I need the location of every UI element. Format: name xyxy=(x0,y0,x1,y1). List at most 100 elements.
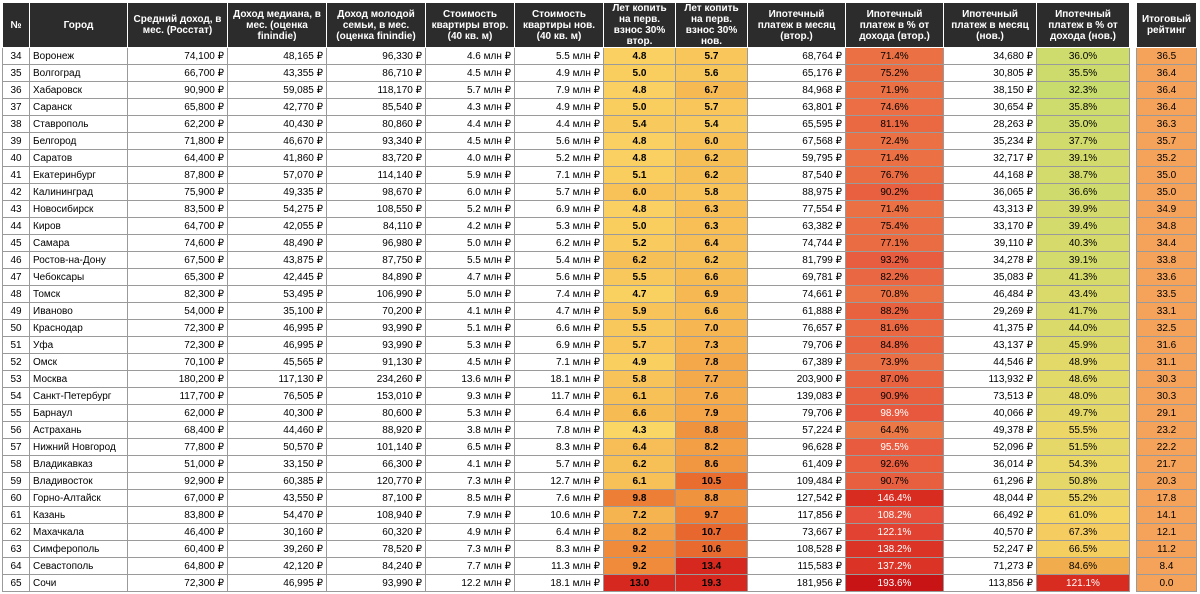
header-city[interactable]: Город xyxy=(29,2,128,48)
secondary-price-value: 4.1 млн ₽ xyxy=(425,302,515,320)
years-new-value: 8.6 xyxy=(675,455,748,473)
years-new-value: 6.3 xyxy=(675,200,748,218)
table-row[interactable]: 57 Нижний Новгород 77,800 ₽50,570 ₽101,140… xyxy=(2,438,1197,456)
table-row[interactable]: 38 Ставрополь 62,200 ₽40,430 ₽80,860 ₽4.4 … xyxy=(2,115,1197,133)
median-value: 49,335 ₽ xyxy=(227,183,327,201)
years-secondary-value: 13.0 xyxy=(603,574,676,592)
table-row[interactable]: 43 Новосибирск 83,500 ₽54,275 ₽108,550 ₽5.… xyxy=(2,200,1197,218)
column-gap xyxy=(1129,421,1137,439)
percent-secondary-value: 122.1% xyxy=(845,523,944,541)
table-row[interactable]: 51 Уфа 72,300 ₽46,995 ₽93,990 ₽5.3 млн ₽6.… xyxy=(2,336,1197,354)
table-row[interactable]: 37 Саранск 65,800 ₽42,770 ₽85,540 ₽4.3 млн… xyxy=(2,98,1197,116)
table-row[interactable]: 35 Волгоград 66,700 ₽43,355 ₽86,710 ₽4.5 м… xyxy=(2,64,1197,82)
percent-secondary-value: 76.7% xyxy=(845,166,944,184)
table-row[interactable]: 63 Симферополь 60,400 ₽39,260 ₽78,520 ₽7.3… xyxy=(2,540,1197,558)
table-row[interactable]: 52 Омск 70,100 ₽45,565 ₽91,130 ₽4.5 млн ₽7… xyxy=(2,353,1197,371)
table-row[interactable]: 39 Белгород 71,800 ₽46,670 ₽93,340 ₽4.5 мл… xyxy=(2,132,1197,150)
family-income-value: 78,520 ₽ xyxy=(326,540,426,558)
table-row[interactable]: 55 Барнаул 62,000 ₽40,300 ₽80,600 ₽5.3 млн… xyxy=(2,404,1197,422)
header-new-price[interactable]: Стоимость квартиры нов. (40 кв. м) xyxy=(514,2,604,48)
header-payment-new[interactable]: Ипотечный платеж в месяц (нов.) xyxy=(943,2,1037,48)
income-value: 46,400 ₽ xyxy=(127,523,228,541)
header-median[interactable]: Доход медиана, в мес. (оценка finindie) xyxy=(227,2,327,48)
percent-new-value: 39.9% xyxy=(1036,200,1130,218)
table-row[interactable]: 62 Махачкала 46,400 ₽30,160 ₽60,320 ₽4.9 м… xyxy=(2,523,1197,541)
header-years-new[interactable]: Лет копить на перв. взнос 30% нов. xyxy=(675,2,748,48)
table-row[interactable]: 49 Иваново 54,000 ₽35,100 ₽70,200 ₽4.1 млн… xyxy=(2,302,1197,320)
percent-new-value: 84.6% xyxy=(1036,557,1130,575)
table-row[interactable]: 64 Севастополь 64,800 ₽42,120 ₽84,240 ₽7.7… xyxy=(2,557,1197,575)
rating-value: 34.8 xyxy=(1136,217,1197,235)
table-row[interactable]: 59 Владивосток 92,900 ₽60,385 ₽120,770 ₽7.… xyxy=(2,472,1197,490)
table-row[interactable]: 34 Воронеж 74,100 ₽48,165 ₽96,330 ₽4.6 млн… xyxy=(2,47,1197,65)
table-row[interactable]: 46 Ростов-на-Дону 67,500 ₽43,875 ₽87,750 ₽… xyxy=(2,251,1197,269)
payment-secondary-value: 65,176 ₽ xyxy=(747,64,846,82)
percent-secondary-value: 70.8% xyxy=(845,285,944,303)
rating-value: 36.3 xyxy=(1136,115,1197,133)
secondary-price-value: 8.5 млн ₽ xyxy=(425,489,515,507)
median-value: 43,875 ₽ xyxy=(227,251,327,269)
table-row[interactable]: 48 Томск 82,300 ₽53,495 ₽106,990 ₽5.0 млн … xyxy=(2,285,1197,303)
table-row[interactable]: 54 Санкт-Петербург 117,700 ₽76,505 ₽153,01… xyxy=(2,387,1197,405)
table-row[interactable]: 56 Астрахань 68,400 ₽44,460 ₽88,920 ₽3.8 м… xyxy=(2,421,1197,439)
header-rating[interactable]: Итоговый рейтинг xyxy=(1136,2,1197,48)
median-value: 42,770 ₽ xyxy=(227,98,327,116)
city-name: Казань xyxy=(29,506,128,524)
header-num[interactable]: № xyxy=(2,2,30,48)
years-secondary-value: 6.0 xyxy=(603,183,676,201)
table-row[interactable]: 45 Самара 74,600 ₽48,490 ₽96,980 ₽5.0 млн … xyxy=(2,234,1197,252)
header-secondary-price[interactable]: Стоимость квартиры втор. (40 кв. м) xyxy=(425,2,515,48)
income-value: 67,500 ₽ xyxy=(127,251,228,269)
city-name: Краснодар xyxy=(29,319,128,337)
percent-secondary-value: 90.2% xyxy=(845,183,944,201)
family-income-value: 96,980 ₽ xyxy=(326,234,426,252)
table-row[interactable]: 36 Хабаровск 90,900 ₽59,085 ₽118,170 ₽5.7 … xyxy=(2,81,1197,99)
table-row[interactable]: 61 Казань 83,800 ₽54,470 ₽108,940 ₽7.9 млн… xyxy=(2,506,1197,524)
row-number: 38 xyxy=(2,115,30,133)
rating-value: 22.2 xyxy=(1136,438,1197,456)
secondary-price-value: 4.5 млн ₽ xyxy=(425,64,515,82)
percent-new-value: 43.4% xyxy=(1036,285,1130,303)
years-secondary-value: 6.1 xyxy=(603,472,676,490)
row-number: 39 xyxy=(2,132,30,150)
table-row[interactable]: 47 Чебоксары 65,300 ₽42,445 ₽84,890 ₽4.7 м… xyxy=(2,268,1197,286)
table-row[interactable]: 44 Киров 64,700 ₽42,055 ₽84,110 ₽4.2 млн ₽… xyxy=(2,217,1197,235)
payment-secondary-value: 61,888 ₽ xyxy=(747,302,846,320)
city-name: Омск xyxy=(29,353,128,371)
row-number: 41 xyxy=(2,166,30,184)
header-payment-secondary[interactable]: Ипотечный платеж в месяц (втор.) xyxy=(747,2,846,48)
years-secondary-value: 5.5 xyxy=(603,319,676,337)
column-gap xyxy=(1129,200,1137,218)
header-family-income[interactable]: Доход молодой семьи, в мес. (оценка fini… xyxy=(326,2,426,48)
table-row[interactable]: 65 Сочи 72,300 ₽46,995 ₽93,990 ₽12.2 млн ₽… xyxy=(2,574,1197,592)
header-percent-new[interactable]: Ипотечный платеж в % от дохода (нов.) xyxy=(1036,2,1130,48)
header-income[interactable]: Средний доход, в мес. (Росстат) xyxy=(127,2,228,48)
years-new-value: 7.7 xyxy=(675,370,748,388)
new-price-value: 7.4 млн ₽ xyxy=(514,285,604,303)
table-row[interactable]: 58 Владикавказ 51,000 ₽33,150 ₽66,300 ₽4.1… xyxy=(2,455,1197,473)
new-price-value: 7.1 млн ₽ xyxy=(514,353,604,371)
header-years-secondary[interactable]: Лет копить на перв. взнос 30% втор. xyxy=(603,2,676,48)
table-row[interactable]: 41 Екатеринбург 87,800 ₽57,070 ₽114,140 ₽5… xyxy=(2,166,1197,184)
header-percent-secondary[interactable]: Ипотечный платеж в % от дохода (втор.) xyxy=(845,2,944,48)
column-gap xyxy=(1129,336,1137,354)
secondary-price-value: 4.2 млн ₽ xyxy=(425,217,515,235)
table-row[interactable]: 40 Саратов 64,400 ₽41,860 ₽83,720 ₽4.0 млн… xyxy=(2,149,1197,167)
family-income-value: 84,110 ₽ xyxy=(326,217,426,235)
table-row[interactable]: 42 Калининград 75,900 ₽49,335 ₽98,670 ₽6.0… xyxy=(2,183,1197,201)
row-number: 45 xyxy=(2,234,30,252)
years-secondary-value: 4.7 xyxy=(603,285,676,303)
median-value: 46,995 ₽ xyxy=(227,319,327,337)
new-price-value: 6.9 млн ₽ xyxy=(514,200,604,218)
secondary-price-value: 5.3 млн ₽ xyxy=(425,336,515,354)
table-row[interactable]: 50 Краснодар 72,300 ₽46,995 ₽93,990 ₽5.1 м… xyxy=(2,319,1197,337)
years-new-value: 6.7 xyxy=(675,81,748,99)
income-value: 83,800 ₽ xyxy=(127,506,228,524)
payment-secondary-value: 79,706 ₽ xyxy=(747,404,846,422)
rating-value: 34.9 xyxy=(1136,200,1197,218)
city-name: Москва xyxy=(29,370,128,388)
table-row[interactable]: 53 Москва 180,200 ₽117,130 ₽234,260 ₽13.6 … xyxy=(2,370,1197,388)
percent-secondary-value: 108.2% xyxy=(845,506,944,524)
table-row[interactable]: 60 Горно-Алтайск 67,000 ₽43,550 ₽87,100 ₽8… xyxy=(2,489,1197,507)
percent-new-value: 35.0% xyxy=(1036,115,1130,133)
